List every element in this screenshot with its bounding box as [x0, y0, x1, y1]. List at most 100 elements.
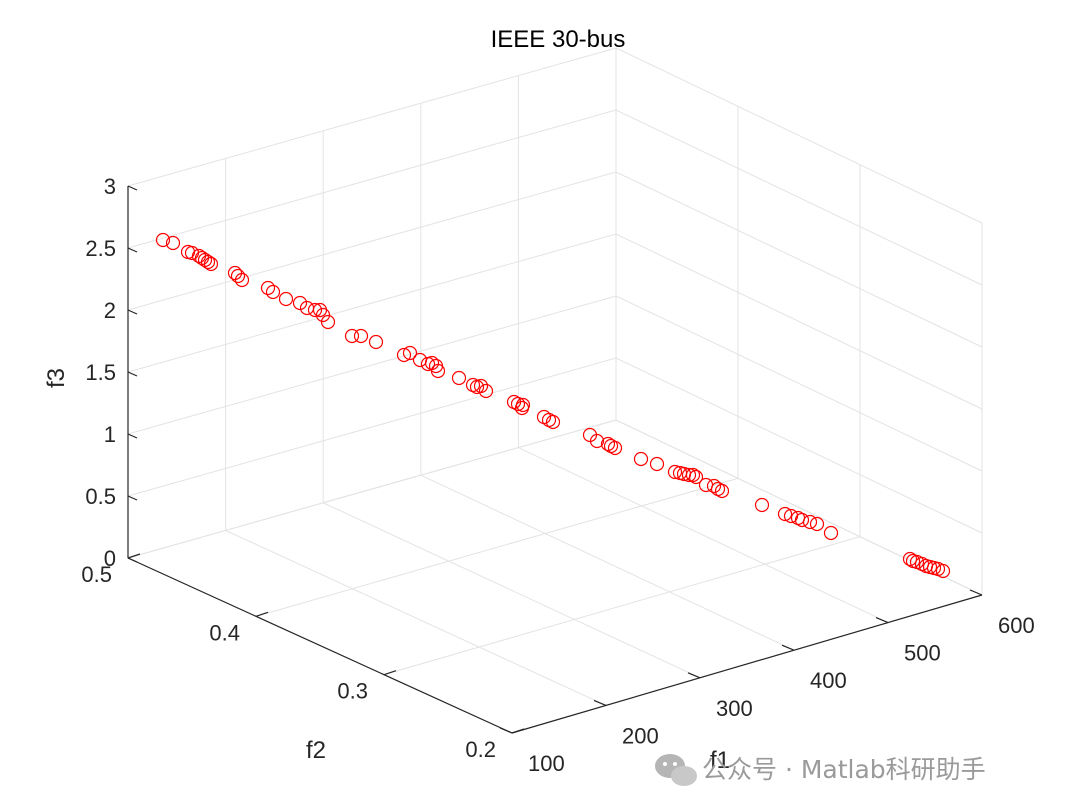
data-point: [515, 397, 531, 413]
data-point: [320, 314, 336, 330]
watermark: 公众号 · Matlab科研助手: [655, 754, 986, 786]
grid-line-z: [127, 357, 983, 534]
data-point: [681, 467, 697, 483]
x-tick-label: 300: [716, 696, 753, 721]
x-tick: [687, 672, 701, 679]
data-point: [353, 328, 369, 344]
data-point: [203, 256, 219, 272]
x-tick: [499, 727, 513, 734]
y-tick: [127, 553, 141, 559]
data-point: [227, 265, 243, 281]
data-point: [809, 516, 825, 532]
data-point: [935, 563, 951, 579]
data-point: [589, 433, 605, 449]
z-tick-label: 1.5: [85, 360, 116, 385]
grid-line-z: [127, 419, 983, 596]
z-tick-label: 1: [104, 422, 116, 447]
data-point: [685, 467, 701, 483]
data-point: [473, 378, 489, 394]
grid-line-z: [127, 295, 983, 472]
tick-labels: 00.511.522.530.20.30.40.5100200300400500…: [81, 174, 1034, 776]
y-tick: [383, 670, 397, 676]
data-point: [412, 352, 428, 368]
data-point: [368, 334, 384, 350]
y-tick-label: 0.4: [209, 620, 240, 645]
x-tick-label: 200: [622, 723, 659, 748]
data-point: [402, 345, 418, 361]
y-tick-label: 0.2: [465, 737, 496, 762]
x-axis-line: [511, 594, 983, 734]
wechat-icon: [655, 754, 697, 786]
z-tick: [127, 247, 138, 253]
data-point: [451, 370, 467, 386]
z-tick-label: 0.5: [85, 484, 116, 509]
data-point: [667, 464, 683, 480]
y-axis-line: [127, 557, 513, 734]
data-point: [802, 514, 818, 530]
data-point: [234, 272, 250, 288]
data-point: [823, 525, 839, 541]
tick-marks: [127, 185, 983, 734]
y-tick-label: 0.3: [337, 679, 368, 704]
grid-line-y-floor: [383, 536, 861, 676]
data-point: [706, 478, 722, 494]
data-point: [794, 512, 810, 528]
data-point: [200, 254, 216, 270]
data-point: [230, 268, 246, 284]
data-point: [260, 280, 276, 296]
x-tick-label: 100: [528, 751, 565, 776]
z-tick-label: 3: [104, 174, 116, 199]
y-tick: [511, 728, 525, 734]
data-point: [292, 295, 308, 311]
x-tick: [593, 699, 607, 706]
data-point: [633, 451, 649, 467]
data-point: [307, 302, 323, 318]
data-point: [902, 551, 918, 567]
y-axis-label: f2: [306, 737, 326, 764]
data-point: [688, 469, 704, 485]
data-point: [430, 363, 446, 379]
y-tick-label: 0.5: [81, 562, 112, 587]
grid-line-z: [127, 171, 983, 348]
x-tick: [781, 644, 795, 651]
z-axis-label: f3: [43, 368, 70, 388]
z-tick: [127, 557, 138, 563]
z-tick: [127, 185, 138, 191]
z-tick-label: 0: [104, 546, 116, 571]
data-point: [165, 235, 181, 251]
grid-line-x-floor: [420, 474, 795, 651]
x-tick: [969, 589, 983, 596]
z-tick-label: 2.5: [85, 236, 116, 261]
data-point: [649, 456, 665, 472]
grid-line-x-floor: [225, 529, 607, 706]
data-point: [545, 414, 561, 430]
data-point: [478, 383, 494, 399]
y-tick: [255, 611, 269, 617]
grid-line-z: [127, 109, 983, 286]
z-tick: [127, 371, 138, 377]
data-point: [344, 328, 360, 344]
data-point: [315, 307, 331, 323]
grid-lines: [127, 47, 983, 734]
x-tick-label: 400: [810, 668, 847, 693]
grid-line-y-floor: [255, 477, 739, 617]
grid-line-x-floor: [518, 447, 889, 624]
data-point: [510, 396, 526, 412]
z-tick: [127, 433, 138, 439]
data-points: [155, 232, 951, 579]
data-point: [396, 347, 412, 363]
data-point: [754, 497, 770, 513]
data-point: [155, 232, 171, 248]
data-point: [265, 284, 281, 300]
watermark-text: 公众号 · Matlab科研助手: [702, 755, 986, 784]
z-tick: [127, 309, 138, 315]
x-axis-label: f1: [710, 747, 730, 774]
x-tick-label: 500: [904, 641, 941, 666]
chart-title: IEEE 30-bus: [491, 26, 626, 53]
grid-line-x-floor: [322, 502, 701, 679]
grid-line-z: [127, 233, 983, 410]
x-tick-label: 600: [998, 613, 1035, 638]
z-tick: [127, 495, 138, 501]
data-point: [714, 483, 730, 499]
